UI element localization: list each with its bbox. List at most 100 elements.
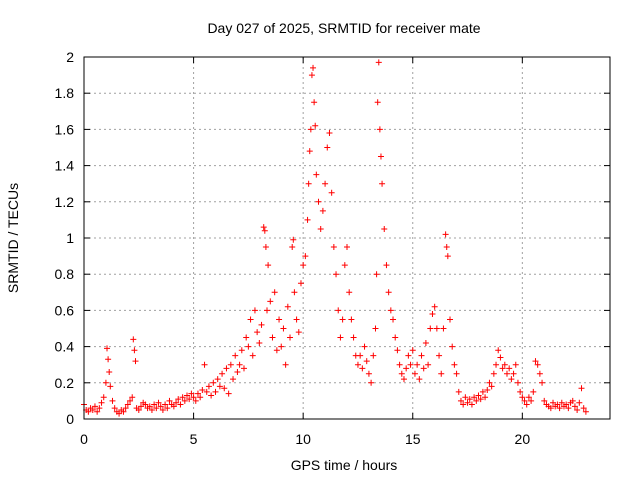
data-point bbox=[223, 365, 230, 372]
data-point bbox=[374, 99, 381, 106]
data-point bbox=[305, 180, 312, 187]
data-point bbox=[232, 352, 239, 359]
data-point bbox=[514, 379, 521, 386]
data-point bbox=[523, 401, 530, 408]
data-point bbox=[311, 99, 318, 106]
data-point bbox=[188, 390, 195, 397]
data-point bbox=[85, 408, 92, 415]
data-point bbox=[166, 397, 173, 404]
data-point bbox=[497, 354, 504, 361]
data-point bbox=[280, 325, 287, 332]
data-point bbox=[407, 361, 414, 368]
data-point bbox=[181, 397, 188, 404]
data-point bbox=[580, 405, 587, 412]
data-point bbox=[159, 406, 166, 413]
data-point bbox=[328, 189, 335, 196]
data-point bbox=[528, 397, 535, 404]
data-point bbox=[148, 406, 155, 413]
y-tick-label: 1.8 bbox=[55, 85, 75, 101]
data-point bbox=[302, 253, 309, 260]
data-point bbox=[89, 406, 96, 413]
data-point bbox=[240, 365, 247, 372]
data-point bbox=[444, 253, 451, 260]
x-tick-label: 0 bbox=[80, 431, 88, 447]
data-point bbox=[304, 216, 311, 223]
data-point bbox=[365, 370, 372, 377]
data-point bbox=[379, 180, 386, 187]
data-point bbox=[422, 339, 429, 346]
data-point bbox=[381, 225, 388, 232]
data-point bbox=[94, 408, 101, 415]
data-point bbox=[236, 361, 243, 368]
data-point bbox=[565, 405, 572, 412]
data-point bbox=[460, 401, 467, 408]
data-point bbox=[466, 396, 473, 403]
data-point bbox=[124, 401, 131, 408]
data-point bbox=[361, 343, 368, 350]
data-point bbox=[411, 370, 418, 377]
data-point bbox=[306, 148, 313, 155]
data-point bbox=[278, 343, 285, 350]
data-point bbox=[132, 358, 139, 365]
data-point bbox=[179, 394, 186, 401]
data-point bbox=[392, 334, 399, 341]
data-point bbox=[210, 379, 217, 386]
data-point bbox=[265, 262, 272, 269]
data-point bbox=[104, 345, 111, 352]
y-tick-label: 1.6 bbox=[55, 121, 75, 137]
data-point bbox=[120, 408, 127, 415]
data-point bbox=[308, 72, 315, 79]
y-tick-label: 1.2 bbox=[55, 194, 75, 210]
data-point bbox=[359, 365, 366, 372]
data-point bbox=[414, 361, 421, 368]
data-point bbox=[519, 394, 526, 401]
data-point bbox=[558, 399, 565, 406]
data-point bbox=[479, 388, 486, 395]
data-point bbox=[501, 361, 508, 368]
data-point bbox=[377, 153, 384, 160]
data-point bbox=[287, 334, 294, 341]
x-tick-label: 10 bbox=[295, 431, 311, 447]
data-point bbox=[153, 405, 160, 412]
data-point bbox=[194, 390, 201, 397]
data-point bbox=[525, 394, 532, 401]
data-point bbox=[289, 244, 296, 251]
data-point bbox=[130, 336, 137, 343]
data-point bbox=[111, 405, 118, 412]
data-point bbox=[282, 361, 289, 368]
data-point bbox=[260, 224, 267, 231]
data-point bbox=[295, 329, 302, 336]
y-tick-label: 0 bbox=[66, 411, 74, 427]
data-point bbox=[245, 343, 252, 350]
data-point bbox=[100, 394, 107, 401]
data-point bbox=[569, 397, 576, 404]
data-point bbox=[98, 399, 105, 406]
data-point bbox=[186, 396, 193, 403]
x-tick-label: 15 bbox=[405, 431, 421, 447]
data-point bbox=[475, 392, 482, 399]
data-point bbox=[337, 334, 344, 341]
data-point bbox=[582, 408, 589, 415]
data-point bbox=[164, 405, 171, 412]
data-point bbox=[433, 325, 440, 332]
data-point bbox=[142, 401, 149, 408]
data-point bbox=[173, 399, 180, 406]
data-point bbox=[354, 361, 361, 368]
data-point bbox=[464, 399, 471, 406]
data-point bbox=[383, 262, 390, 269]
x-tick-label: 5 bbox=[190, 431, 198, 447]
data-point bbox=[201, 361, 208, 368]
x-tick-label: 20 bbox=[515, 431, 531, 447]
data-point bbox=[322, 180, 329, 187]
data-point bbox=[508, 376, 515, 383]
data-point bbox=[357, 352, 364, 359]
data-point bbox=[310, 64, 317, 71]
data-point bbox=[297, 280, 304, 287]
data-point bbox=[313, 171, 320, 178]
data-point bbox=[324, 144, 331, 151]
data-point bbox=[284, 303, 291, 310]
data-point bbox=[532, 358, 539, 365]
data-point bbox=[249, 352, 256, 359]
data-point bbox=[155, 399, 162, 406]
